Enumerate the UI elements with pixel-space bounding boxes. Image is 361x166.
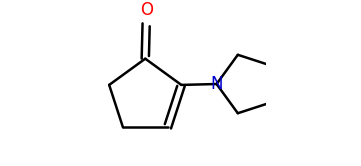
Text: N: N	[210, 75, 223, 93]
Text: O: O	[140, 1, 153, 19]
